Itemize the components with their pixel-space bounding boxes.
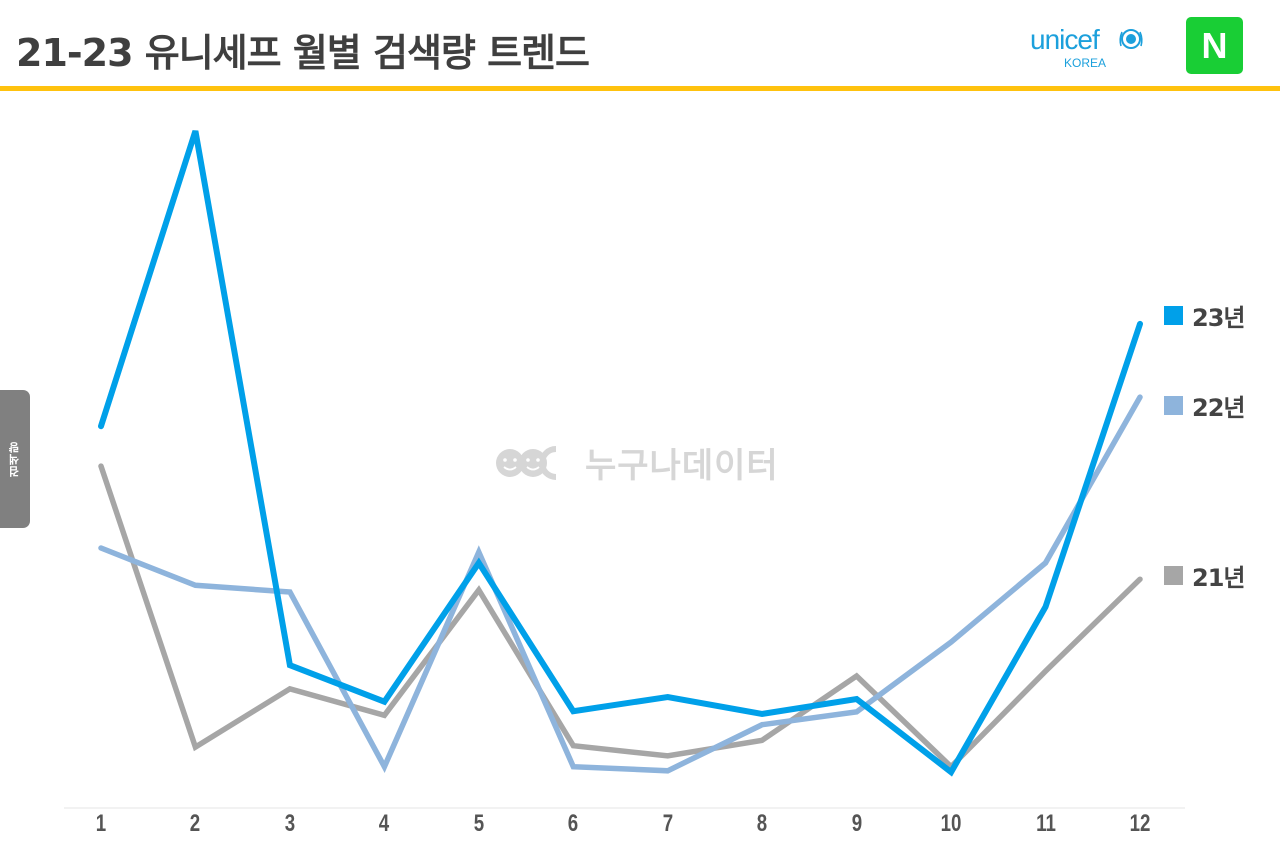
watermark-text: 누구나데이터 [585,446,779,486]
x-tick-label: 1 [95,810,107,837]
legend-item: 21년 [1164,558,1245,593]
x-tick-label: 6 [568,810,579,837]
series-layer [98,130,1143,777]
watermark: 누구나데이터 [495,438,779,487]
x-tick-label: 8 [756,810,768,837]
legend-item: 22년 [1164,388,1245,423]
legend-item: 23년 [1164,298,1245,333]
unicef-korea-logo: unicef KOREA [1030,24,1150,74]
header-divider [0,86,1280,91]
x-tick-label: 10 [940,810,962,837]
unicef-korea-label: KOREA [1064,56,1107,70]
legend-swatch-icon [1164,305,1183,325]
x-tick-label: 12 [1129,810,1151,837]
unicef-wordmark: unicef [1030,24,1100,55]
series-line-21년 [98,463,1143,771]
smiley-faces-icon [496,445,563,480]
legend-label: 21년 [1192,564,1245,593]
x-tick-label: 7 [662,810,673,837]
x-tick-label: 5 [473,810,485,837]
y-axis-label-tab: 검색량 [0,390,30,528]
x-tick-label: 3 [284,810,296,837]
page-title: 21-23 유니세프 월별 검색량 트렌드 [16,31,590,75]
x-tick-label: 9 [851,810,862,837]
legend-swatch-icon [1164,396,1183,416]
legend-label: 22년 [1192,394,1245,423]
naver-logo: N [1186,17,1243,74]
legend-swatch-icon [1164,566,1183,586]
unicef-globe-icon [1119,29,1143,49]
legend-label: 23년 [1192,303,1245,332]
x-tick-label: 11 [1035,810,1056,837]
series-line-23년 [98,130,1143,777]
x-tick-label: 2 [190,810,201,837]
x-tick-label: 4 [379,810,390,837]
